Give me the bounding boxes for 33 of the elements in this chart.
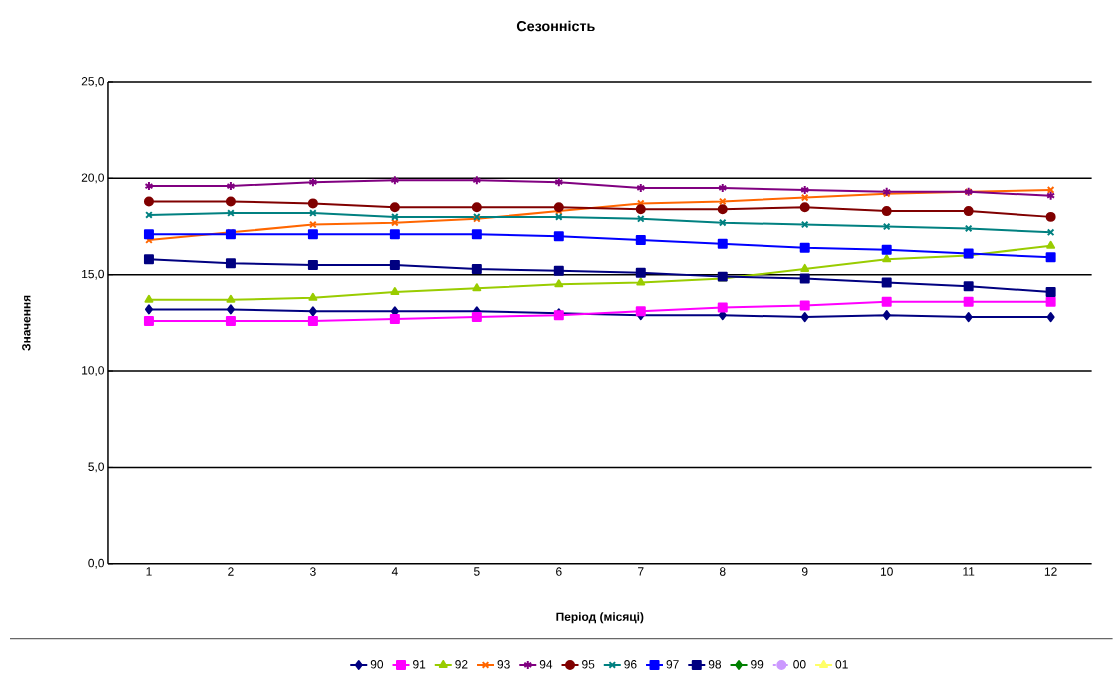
x-axis-title: Період (місяці): [556, 612, 644, 624]
legend-label: 94: [539, 660, 553, 669]
x-tick-label: 9: [801, 567, 808, 576]
x-tick-label: 12: [1044, 567, 1057, 576]
legend-label: 01: [835, 660, 848, 669]
y-tick-label: 15,0: [82, 269, 104, 280]
x-tick-label: 10: [880, 567, 893, 576]
x-tick-label: 4: [391, 567, 398, 576]
x-tick-label: 7: [638, 567, 644, 576]
x-tick-label: 3: [310, 567, 316, 576]
legend-label: 91: [413, 660, 426, 669]
y-tick-label: 20,0: [81, 173, 104, 184]
x-tick-label: 6: [556, 567, 562, 576]
chart-title: Сезонність: [516, 20, 595, 32]
legend-label: 99: [751, 660, 764, 669]
legend-label: 95: [582, 660, 595, 669]
x-tick-label: 1: [146, 567, 152, 576]
x-tick-label: 8: [719, 567, 726, 576]
legend-label: 98: [708, 660, 722, 669]
x-tick-label: 2: [228, 567, 234, 576]
legend-label: 92: [455, 660, 468, 669]
legend-label: 97: [666, 660, 679, 669]
y-tick-label: 0,0: [88, 558, 104, 569]
y-axis-title: Значення: [22, 295, 31, 351]
legend-label: 00: [793, 660, 806, 669]
legend-label: 93: [497, 660, 510, 669]
x-tick-label: 11: [963, 567, 975, 576]
y-tick-label: 5,0: [88, 462, 104, 473]
y-tick-label: 10,0: [82, 366, 104, 377]
legend-label: 90: [370, 660, 384, 669]
y-tick-label: 25,0: [81, 77, 104, 88]
legend-label: 96: [624, 660, 637, 669]
x-tick-label: 5: [473, 567, 480, 576]
